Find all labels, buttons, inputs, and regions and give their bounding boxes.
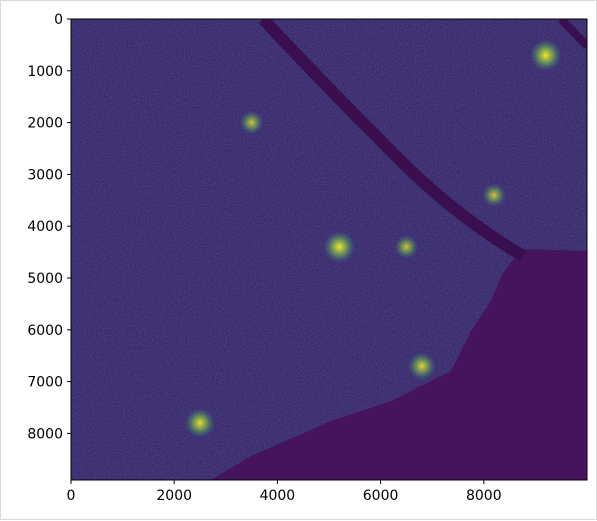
hotspot [529, 39, 562, 72]
y-tick-label: 2000 [27, 116, 63, 132]
hotspot [323, 230, 356, 263]
x-axis: 0 2000 4000 6000 8000 [67, 480, 502, 504]
x-tick-label: 2000 [156, 488, 192, 504]
y-tick-label: 3000 [27, 167, 63, 183]
y-tick-label: 5000 [27, 271, 63, 287]
heatmap-image [71, 19, 587, 480]
hotspot [239, 110, 264, 135]
plot-border [70, 18, 588, 481]
y-tick-label: 8000 [27, 426, 63, 442]
river-channel-north [558, 19, 587, 49]
x-tick-label: 4000 [260, 488, 296, 504]
x-tick-label: 0 [67, 488, 76, 504]
hotspot [482, 183, 507, 208]
y-tick-label: 6000 [27, 323, 63, 339]
hotspot [185, 408, 215, 439]
y-axis: 0 1000 2000 3000 4000 5000 6000 7000 8000 [27, 12, 71, 442]
hotspot-layer [185, 39, 562, 439]
y-tick-label: 1000 [27, 64, 63, 80]
y-tick-label: 4000 [27, 219, 63, 235]
estuary-region [211, 249, 587, 480]
y-tick-label: 7000 [27, 375, 63, 391]
x-tick-label: 8000 [466, 488, 502, 504]
river-channel [258, 19, 527, 262]
hotspot [394, 234, 419, 259]
y-tick-label: 0 [54, 12, 63, 28]
hotspot [407, 352, 436, 381]
x-tick-label: 6000 [363, 488, 399, 504]
